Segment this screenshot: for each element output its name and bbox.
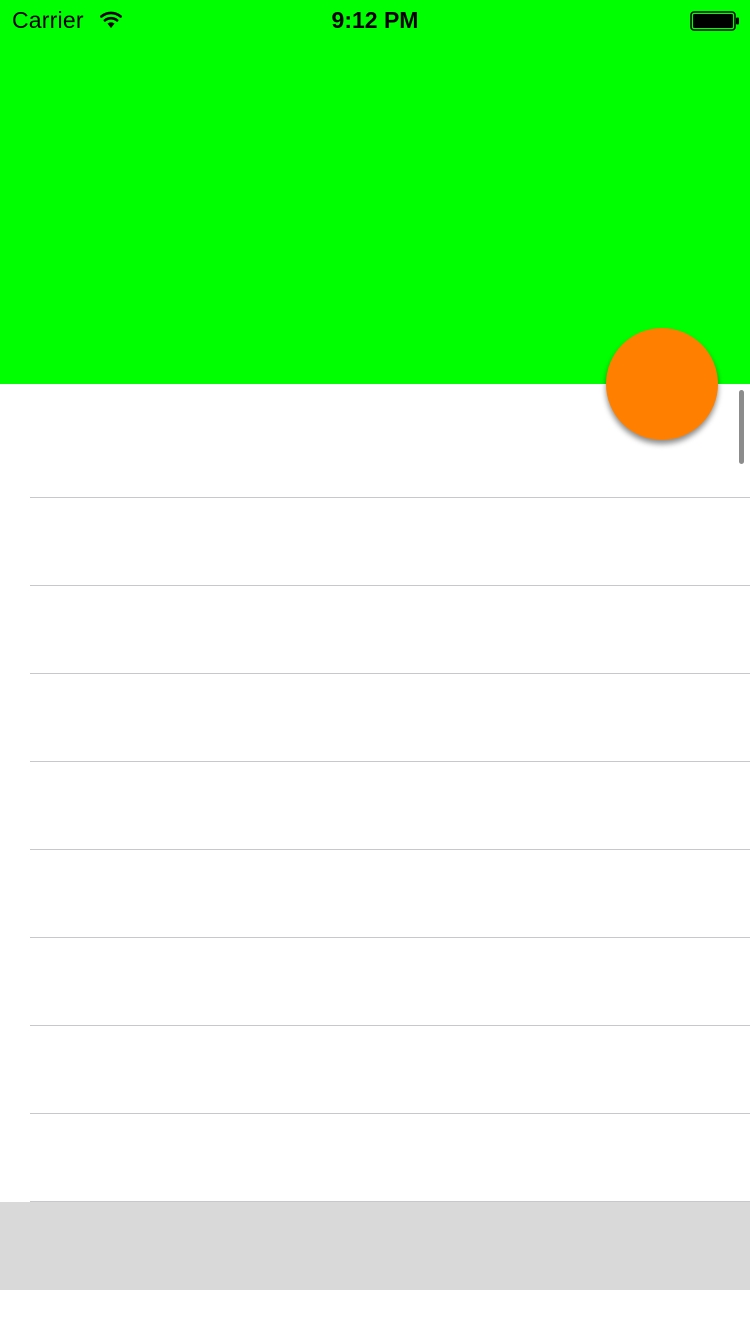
table-row[interactable] (0, 1026, 750, 1114)
table-row[interactable] (0, 1114, 750, 1202)
table-view[interactable] (0, 384, 750, 1202)
table-row[interactable] (0, 586, 750, 674)
floating-action-button[interactable] (606, 328, 718, 440)
table-row[interactable] (0, 762, 750, 850)
scroll-indicator[interactable] (739, 390, 744, 464)
table-row[interactable] (0, 498, 750, 586)
header-banner: Carrier 9:12 PM (0, 0, 750, 384)
footer-bar (0, 1202, 750, 1290)
table-row[interactable] (0, 384, 750, 498)
table-row[interactable] (0, 938, 750, 1026)
wifi-icon (100, 11, 122, 28)
carrier-label: Carrier (12, 7, 84, 33)
table-row[interactable] (0, 850, 750, 938)
table-row[interactable] (0, 674, 750, 762)
battery-icon (690, 11, 739, 31)
status-time: 9:12 PM (331, 7, 419, 33)
status-bar: Carrier 9:12 PM (0, 0, 750, 40)
